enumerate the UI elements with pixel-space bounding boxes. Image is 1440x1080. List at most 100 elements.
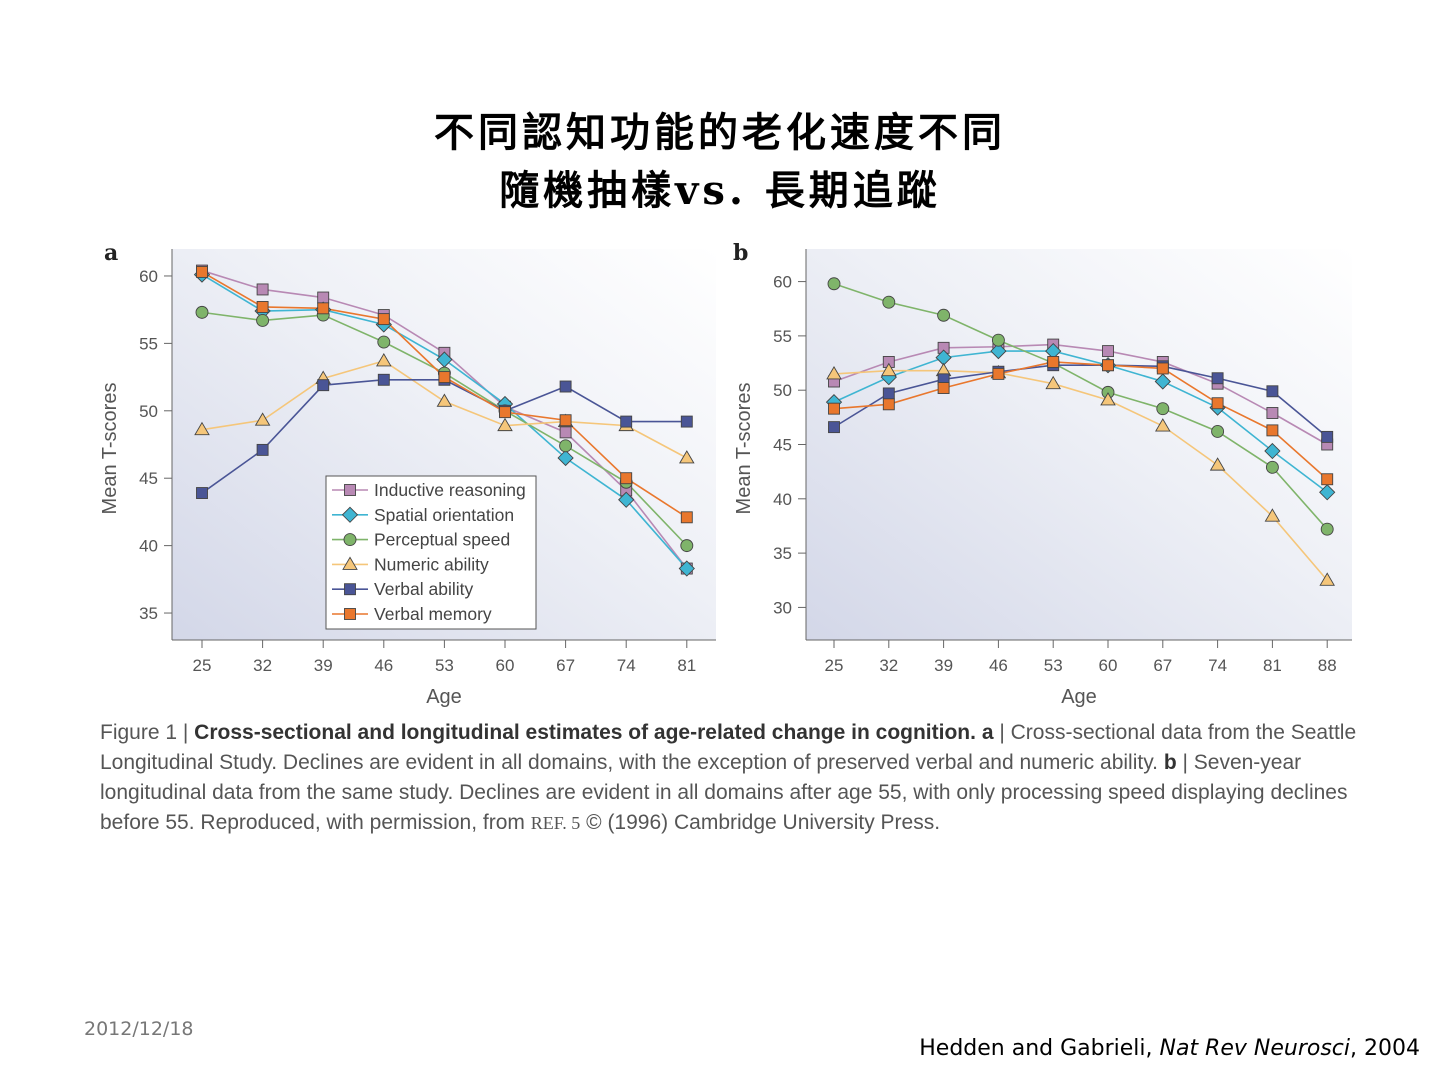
data-point-numeric: [1209, 457, 1226, 471]
legend-marker-verbal_ability: [344, 583, 356, 596]
x-tick-label: 60: [496, 656, 515, 675]
legend-marker-numeric: [342, 556, 358, 570]
data-point-perceptual: [377, 335, 391, 349]
data-point-numeric: [826, 366, 842, 380]
y-tick-label: 60: [773, 273, 792, 292]
data-point-perceptual: [991, 333, 1005, 347]
series-line-inductive: [833, 343, 1328, 446]
slide-title-line1: 不同認知功能的老化速度不同: [434, 109, 1006, 156]
series-line-verbal_memory: [833, 361, 1328, 480]
data-point-verbal_memory: [377, 313, 390, 326]
data-point-perceptual: [559, 439, 573, 453]
x-tick-label: 67: [1153, 656, 1172, 675]
caption-prefix: Figure 1 |: [100, 721, 195, 744]
x-tick-label: 74: [1208, 656, 1227, 675]
caption-copyright: © (1996) Cambridge University Press.: [580, 811, 941, 834]
data-point-verbal_memory: [1321, 473, 1334, 486]
data-point-verbal_ability: [680, 415, 693, 428]
legend-marker-perceptual: [343, 533, 357, 547]
y-tick-label: 40: [773, 490, 792, 509]
y-tick-label: 50: [139, 402, 158, 421]
data-point-spatial: [678, 560, 695, 577]
data-point-verbal_memory: [196, 265, 208, 278]
citation-authors: Hedden and Gabrieli,: [919, 1036, 1160, 1061]
data-point-spatial: [1154, 373, 1171, 390]
panel-a-letter: a: [104, 240, 119, 266]
citation-journal: Nat Rev Neurosci: [1159, 1036, 1351, 1061]
data-point-spatial: [1264, 442, 1281, 460]
y-tick-label: 35: [773, 544, 792, 563]
series-line-perceptual: [833, 282, 1328, 530]
data-point-verbal_memory: [1266, 424, 1279, 437]
data-point-spatial: [990, 342, 1007, 360]
data-point-verbal_ability: [1321, 430, 1334, 443]
data-point-verbal_ability: [1266, 385, 1279, 398]
data-point-inductive: [1266, 407, 1279, 419]
data-point-verbal_memory: [1102, 359, 1114, 372]
data-point-perceptual: [680, 539, 694, 553]
series-line-verbal_ability: [833, 364, 1328, 438]
caption-b-label: b: [1163, 751, 1177, 774]
chart-panel-b: 30 35 40 45 50 55 60 25 32 39 46 53 60 67 74 81 88 Age Mea…: [733, 249, 1352, 708]
data-point-verbal_ability: [828, 421, 840, 434]
legend-marker-spatial: [341, 506, 359, 523]
data-point-perceptual: [1211, 425, 1225, 438]
data-point-verbal_memory: [499, 406, 511, 419]
data-point-verbal_ability: [1211, 372, 1224, 385]
data-point-verbal_memory: [317, 302, 330, 315]
data-point-numeric: [1319, 572, 1335, 586]
legend-marker-inductive: [344, 484, 356, 496]
data-point-numeric: [881, 362, 897, 377]
y-tick-label: 45: [773, 436, 792, 455]
legend-box: [325, 475, 537, 630]
data-point-verbal_memory: [1156, 362, 1169, 375]
data-point-verbal_memory: [1047, 356, 1060, 368]
caption-a-label: a: [981, 721, 994, 744]
data-point-numeric: [1045, 375, 1061, 390]
caption-a-text: | Cross-sectional data from the Seattle …: [100, 721, 1357, 774]
x-tick-label: 53: [1044, 656, 1063, 675]
x-tick-label: 53: [435, 656, 454, 675]
y-tick-label: 55: [139, 334, 158, 353]
y-tick-label: 40: [139, 537, 158, 556]
x-tick-label: 67: [556, 656, 575, 675]
data-point-verbal_memory: [882, 398, 895, 411]
data-point-verbal_ability: [620, 415, 633, 428]
caption-bold-title: Cross-sectional and longitudinal estimat…: [194, 721, 976, 744]
x-tick-label: 60: [1099, 656, 1118, 675]
data-point-perceptual: [827, 277, 841, 291]
x-tick-label: 25: [825, 656, 844, 675]
data-point-verbal_ability: [317, 379, 330, 392]
chart-panel-a: 35 40 45 50 55 60 25 32 39 46 53 60 67 74 81 Age Mean T-…: [99, 249, 716, 708]
legend-label-numeric: Numeric ability: [374, 554, 489, 574]
y-tick-label: 55: [773, 327, 792, 346]
citation-year: , 2004: [1350, 1036, 1420, 1061]
data-point-verbal_memory: [828, 402, 840, 415]
data-point-numeric: [1264, 508, 1281, 522]
data-point-inductive: [317, 291, 330, 304]
data-point-numeric: [679, 450, 695, 464]
x-tick-label: 32: [879, 656, 898, 675]
data-point-verbal_memory: [1211, 397, 1224, 410]
plot-background: [806, 249, 1352, 640]
x-axis-label: Age: [426, 686, 462, 708]
y-tick-label: 45: [139, 469, 158, 488]
y-tick-label: 35: [139, 604, 158, 623]
y-axis-label: Mean T-scores: [733, 383, 755, 515]
legend-label-inductive: Inductive reasoning: [374, 480, 526, 500]
slide-title-line2: 隨機抽樣vs. 長期追蹤: [499, 167, 941, 214]
data-point-verbal_memory: [620, 472, 633, 485]
charts-canvas: 35 40 45 50 55 60 25 32 39 46 53 60 67 74 81 Age Mean T-…: [99, 249, 1352, 708]
citation: Hedden and Gabrieli, Nat Rev Neurosci, 2…: [919, 1036, 1420, 1061]
data-point-numeric: [497, 417, 513, 432]
x-axis-label: Age: [1061, 686, 1097, 708]
data-point-perceptual: [1156, 402, 1170, 416]
data-point-perceptual: [1265, 460, 1279, 474]
x-tick-label: 32: [253, 656, 272, 675]
caption-b-text: | Seven-year longitudinal data from the …: [100, 751, 1348, 834]
legend-label-verbal_memory: Verbal memory: [374, 604, 492, 624]
data-point-verbal_memory: [680, 511, 693, 524]
data-point-verbal_memory: [256, 301, 269, 313]
data-point-verbal_memory: [438, 371, 451, 384]
y-axis-label: Mean T-scores: [99, 383, 121, 515]
